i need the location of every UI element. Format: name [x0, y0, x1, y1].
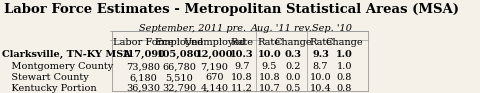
Text: Sep. '10: Sep. '10 — [312, 24, 352, 33]
Text: September, 2011 pre.: September, 2011 pre. — [139, 24, 246, 33]
Text: 9.3: 9.3 — [312, 50, 329, 59]
Text: Aug. '11 rev.: Aug. '11 rev. — [250, 24, 312, 33]
Text: 117,090: 117,090 — [121, 50, 166, 59]
Text: 9.5: 9.5 — [262, 62, 277, 71]
Text: 5,510: 5,510 — [165, 73, 193, 82]
Text: 1.0: 1.0 — [336, 62, 352, 71]
Text: Rate: Rate — [230, 38, 253, 47]
Text: 10.8: 10.8 — [231, 73, 252, 82]
Text: Rate: Rate — [309, 38, 332, 47]
Text: 66,780: 66,780 — [162, 62, 196, 71]
Text: Montgomery County: Montgomery County — [2, 62, 113, 71]
Text: 12,000: 12,000 — [195, 50, 233, 59]
Text: Change: Change — [274, 38, 312, 47]
Text: 10.4: 10.4 — [310, 84, 331, 93]
Text: Rate: Rate — [258, 38, 281, 47]
Text: 8.7: 8.7 — [313, 62, 328, 71]
Text: Kentucky Portion: Kentucky Portion — [2, 84, 96, 93]
Text: 10.7: 10.7 — [259, 84, 280, 93]
Text: 36,930: 36,930 — [127, 84, 160, 93]
Text: 0.2: 0.2 — [285, 62, 301, 71]
Text: 10.8: 10.8 — [259, 73, 280, 82]
Text: 0.5: 0.5 — [285, 84, 300, 93]
Text: 105,080: 105,080 — [157, 50, 201, 59]
Text: Employed: Employed — [154, 38, 204, 47]
Text: Unemployed: Unemployed — [183, 38, 246, 47]
Text: 670: 670 — [205, 73, 224, 82]
Text: Labor Force Estimates - Metropolitan Statistical Areas (MSA): Labor Force Estimates - Metropolitan Sta… — [4, 3, 459, 16]
Text: 6,180: 6,180 — [130, 73, 157, 82]
Text: 4,140: 4,140 — [200, 84, 228, 93]
Text: Change: Change — [325, 38, 363, 47]
Text: 0.0: 0.0 — [285, 73, 300, 82]
Text: 10.0: 10.0 — [310, 73, 331, 82]
Text: 1.0: 1.0 — [336, 50, 352, 59]
Text: 73,980: 73,980 — [127, 62, 160, 71]
Text: Clarksville, TN-KY MSA: Clarksville, TN-KY MSA — [2, 50, 131, 59]
Text: 9.7: 9.7 — [234, 62, 250, 71]
Text: 32,790: 32,790 — [162, 84, 196, 93]
Text: Labor Force: Labor Force — [113, 38, 174, 47]
Text: 0.8: 0.8 — [336, 84, 352, 93]
Text: Stewart County: Stewart County — [2, 73, 89, 82]
Text: 10.3: 10.3 — [230, 50, 253, 59]
Text: 0.3: 0.3 — [285, 50, 301, 59]
Text: 0.8: 0.8 — [336, 73, 352, 82]
Text: 11.2: 11.2 — [231, 84, 253, 93]
Text: 10.0: 10.0 — [258, 50, 281, 59]
Text: 7,190: 7,190 — [201, 62, 228, 71]
